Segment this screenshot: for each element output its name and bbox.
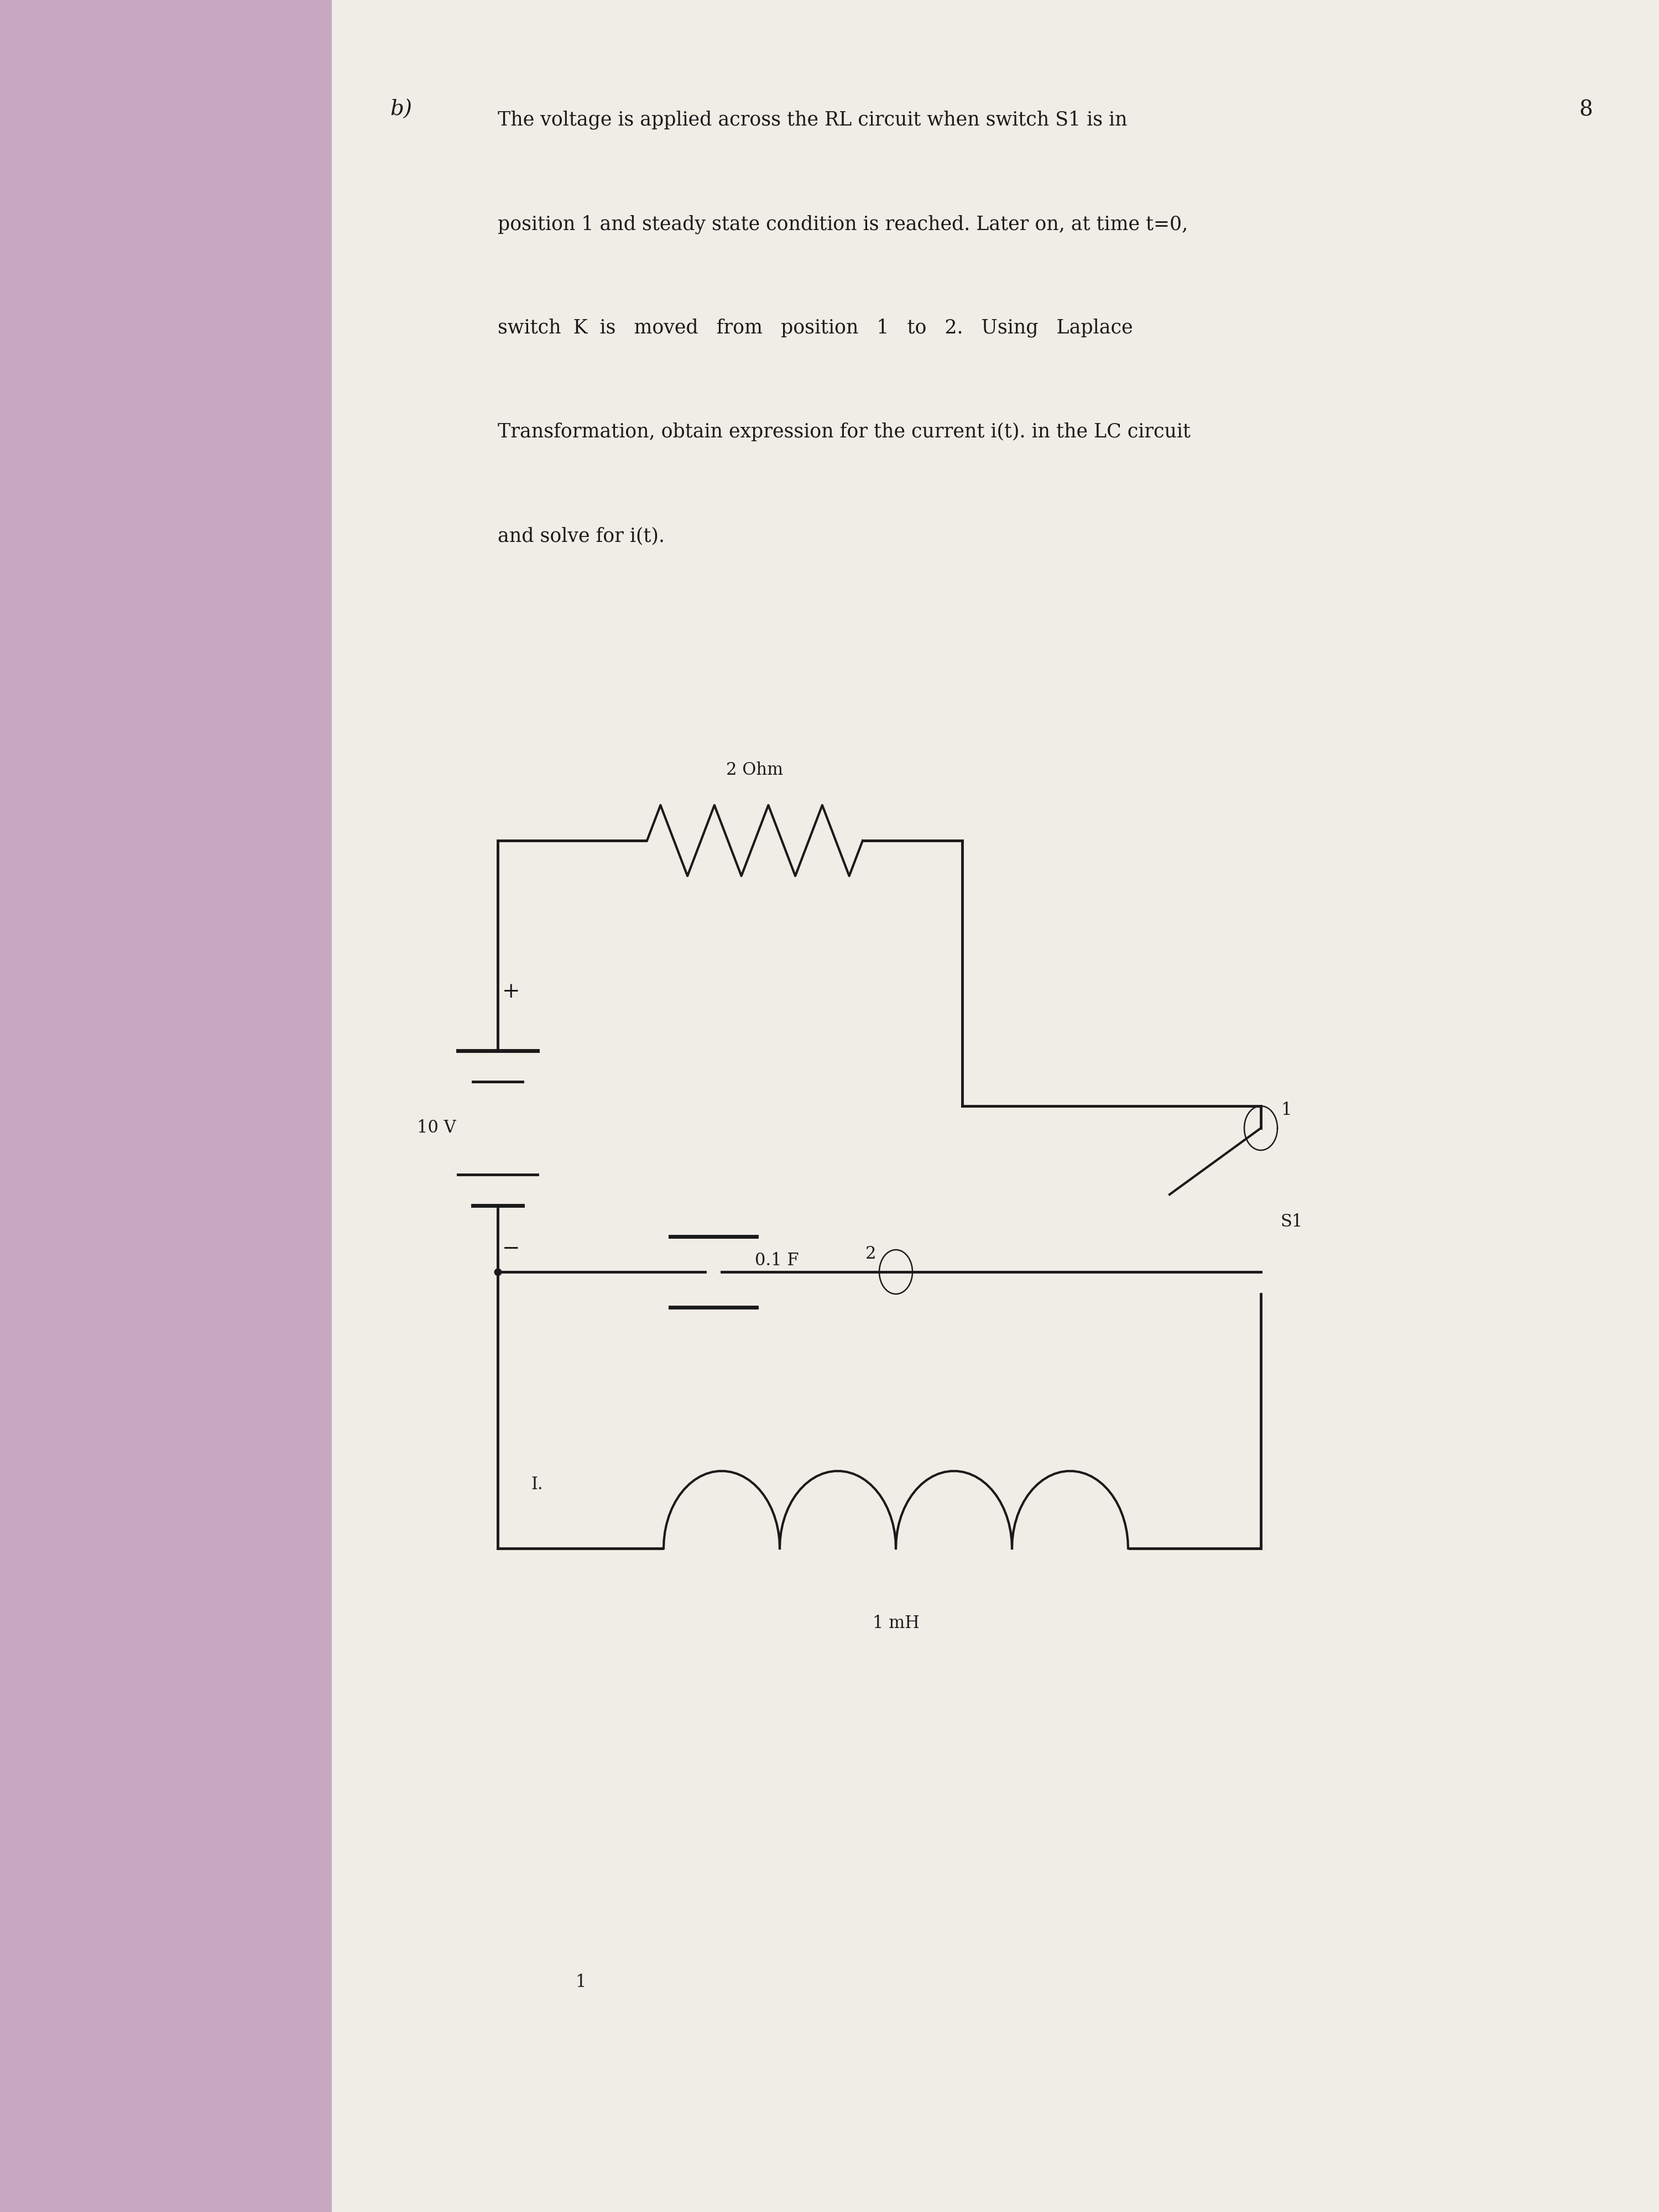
Bar [332, 0, 1659, 2212]
Text: and solve for i(t).: and solve for i(t). [498, 526, 665, 544]
Text: S1: S1 [1281, 1214, 1302, 1230]
Text: 1: 1 [1281, 1102, 1291, 1119]
Text: 8: 8 [1579, 100, 1593, 119]
Text: b): b) [390, 100, 411, 119]
Text: The voltage is applied across the RL circuit when switch S1 is in: The voltage is applied across the RL cir… [498, 111, 1128, 131]
Text: −: − [503, 1239, 519, 1259]
Text: I.: I. [531, 1475, 542, 1493]
Text: position 1 and steady state condition is reached. Later on, at time t=0,: position 1 and steady state condition is… [498, 215, 1188, 234]
Text: 1: 1 [576, 1973, 586, 1991]
Text: 10 V: 10 V [416, 1119, 456, 1137]
Text: Transformation, obtain expression for the current i(t). in the LC circuit: Transformation, obtain expression for th… [498, 422, 1191, 442]
Text: 1 mH: 1 mH [873, 1615, 919, 1632]
Text: 2: 2 [864, 1245, 876, 1263]
Text: +: + [503, 982, 519, 1002]
Text: 0.1 F: 0.1 F [755, 1252, 800, 1270]
Text: switch  K  is   moved   from   position   1   to   2.   Using   Laplace: switch K is moved from position 1 to 2. … [498, 319, 1133, 338]
Text: 2 Ohm: 2 Ohm [727, 761, 783, 779]
